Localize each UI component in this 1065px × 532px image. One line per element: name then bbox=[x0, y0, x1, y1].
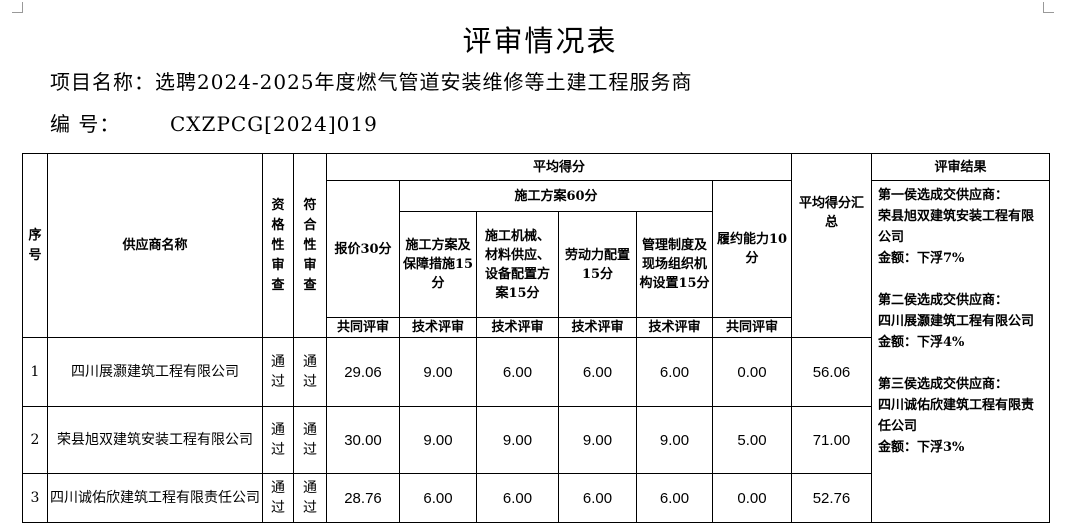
result-item: 第二侯选成交供应商： 四川展灏建筑工程有限公司 金额：下浮4% bbox=[878, 293, 1035, 350]
cell-qualification: 通过 bbox=[262, 406, 294, 474]
cell-score: 29.06 bbox=[326, 337, 400, 407]
review-type: 技术评审 bbox=[636, 317, 713, 338]
cell-score: 6.00 bbox=[399, 473, 477, 523]
cell-score: 9.00 bbox=[558, 406, 637, 474]
review-type: 共同评审 bbox=[326, 317, 400, 338]
header-result: 评审结果 bbox=[871, 153, 1050, 181]
review-results: 第一侯选成交供应商： 荣县旭双建筑安装工程有限公司 金额：下浮7% 第二侯选成交供应… bbox=[871, 180, 1050, 523]
table-row: 3 四川诚佑欣建筑工程有限责任公司 通过 通过 28.76 6.00 6.00 … bbox=[22, 473, 1050, 523]
header-supplier: 供应商名称 bbox=[47, 153, 263, 338]
header-seq: 序号 bbox=[22, 153, 48, 338]
header-performance: 履约能力10分 bbox=[712, 180, 792, 318]
header-sub-1: 施工方案及保障措施15分 bbox=[399, 211, 477, 318]
cell-total: 56.06 bbox=[791, 337, 872, 407]
review-table: 序号 供应商名称 资格性审查 符合性审查 平均得分 平均得分汇总 评审结果 报价… bbox=[22, 153, 1050, 523]
header-price: 报价30分 bbox=[326, 180, 400, 318]
cell-score: 9.00 bbox=[476, 406, 559, 474]
page-title: 评审情况表 bbox=[462, 24, 618, 58]
cell-score: 6.00 bbox=[558, 473, 637, 523]
cell-seq: 2 bbox=[22, 406, 48, 474]
cell-compliance: 通过 bbox=[293, 337, 327, 407]
cell-supplier: 四川诚佑欣建筑工程有限责任公司 bbox=[47, 473, 263, 523]
code-line: 编 号： CXZPCG[2024]019 bbox=[50, 108, 378, 137]
project-value: 选聘2024-2025年度燃气管道安装维修等土建工程服务商 bbox=[155, 70, 693, 94]
cell-seq: 1 bbox=[22, 337, 48, 407]
cell-score: 30.00 bbox=[326, 406, 400, 474]
cell-score: 9.00 bbox=[399, 337, 477, 407]
table-row: 2 荣县旭双建筑安装工程有限公司 通过 通过 30.00 9.00 9.00 9… bbox=[22, 406, 1050, 474]
cell-compliance: 通过 bbox=[293, 473, 327, 523]
cell-total: 52.76 bbox=[791, 473, 872, 523]
cell-supplier: 四川展灏建筑工程有限公司 bbox=[47, 337, 263, 407]
review-type: 技术评审 bbox=[476, 317, 559, 338]
cell-score: 9.00 bbox=[399, 406, 477, 474]
cell-total: 71.00 bbox=[791, 406, 872, 474]
review-type: 技术评审 bbox=[399, 317, 477, 338]
result-item: 第一侯选成交供应商： 荣县旭双建筑安装工程有限公司 金额：下浮7% bbox=[878, 188, 1035, 266]
header-sub-3: 劳动力配置15分 bbox=[558, 211, 637, 318]
review-type: 技术评审 bbox=[558, 317, 637, 338]
crop-mark-top-right bbox=[1043, 2, 1054, 13]
cell-score: 6.00 bbox=[636, 337, 713, 407]
header-total: 平均得分汇总 bbox=[791, 153, 872, 338]
cell-score: 28.76 bbox=[326, 473, 400, 523]
project-name-line: 项目名称：选聘2024-2025年度燃气管道安装维修等土建工程服务商 bbox=[50, 66, 693, 95]
cell-qualification: 通过 bbox=[262, 337, 294, 407]
result-item: 第三侯选成交供应商： 四川诚佑欣建筑工程有限责任公司 金额：下浮3% bbox=[878, 377, 1035, 455]
review-type: 共同评审 bbox=[712, 317, 792, 338]
cell-qualification: 通过 bbox=[262, 473, 294, 523]
code-value: CXZPCG[2024]019 bbox=[170, 112, 378, 136]
code-label: 编 号： bbox=[50, 112, 121, 136]
cell-seq: 3 bbox=[22, 473, 48, 523]
header-construction-plan: 施工方案60分 bbox=[399, 180, 713, 212]
cell-score: 9.00 bbox=[636, 406, 713, 474]
header-qualification: 资格性审查 bbox=[262, 153, 294, 338]
cell-score: 6.00 bbox=[476, 337, 559, 407]
cell-score: 0.00 bbox=[712, 473, 792, 523]
cell-score: 6.00 bbox=[476, 473, 559, 523]
header-compliance: 符合性审查 bbox=[293, 153, 327, 338]
project-label: 项目名称： bbox=[50, 70, 155, 94]
cell-compliance: 通过 bbox=[293, 406, 327, 474]
header-avg-score: 平均得分 bbox=[326, 153, 792, 181]
cell-score: 6.00 bbox=[558, 337, 637, 407]
cell-score: 0.00 bbox=[712, 337, 792, 407]
header-sub-2: 施工机械、材料供应、设备配置方案15分 bbox=[476, 211, 559, 318]
cell-score: 6.00 bbox=[636, 473, 713, 523]
cell-score: 5.00 bbox=[712, 406, 792, 474]
cell-supplier: 荣县旭双建筑安装工程有限公司 bbox=[47, 406, 263, 474]
header-sub-4: 管理制度及现场组织机构设置15分 bbox=[636, 211, 713, 318]
crop-mark-top-left bbox=[12, 2, 23, 13]
